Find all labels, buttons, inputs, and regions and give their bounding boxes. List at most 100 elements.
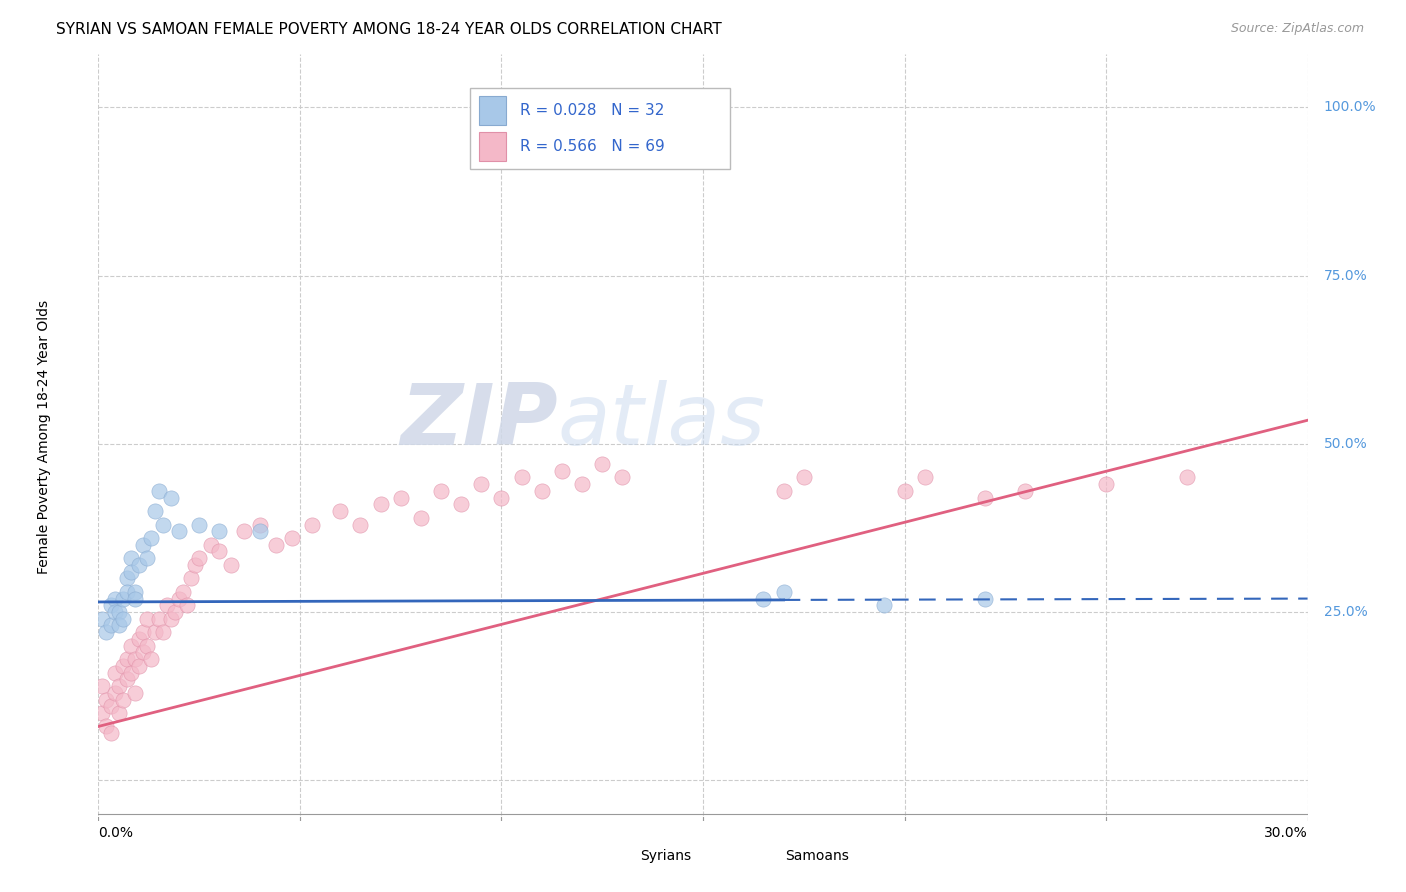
Point [111,692,134,706]
Point [873,599,896,613]
Point [135,639,157,653]
Point [115,571,138,585]
Point [91,706,114,720]
Point [103,605,125,619]
Point [100,699,122,714]
Point [132,645,155,659]
Point [100,599,122,613]
Point [135,612,157,626]
Point [128,658,150,673]
Point [409,511,432,525]
Point [450,497,472,511]
Point [111,612,134,626]
Point [115,652,138,666]
Point [91,612,114,626]
FancyBboxPatch shape [606,844,630,868]
Point [143,504,166,518]
Point [124,591,146,606]
Point [180,571,202,585]
Point [91,679,114,693]
Point [793,470,815,484]
Point [389,491,412,505]
Point [184,558,207,572]
Text: 25.0%: 25.0% [1323,605,1368,619]
Text: 75.0%: 75.0% [1323,268,1368,283]
Point [551,464,574,478]
Text: Female Poverty Among 18-24 Year Olds: Female Poverty Among 18-24 Year Olds [37,300,51,574]
Point [100,618,122,632]
Point [329,504,352,518]
Point [107,706,129,720]
Point [139,652,162,666]
Point [176,599,198,613]
FancyBboxPatch shape [751,844,776,868]
Point [349,517,371,532]
Point [208,524,231,539]
Text: Samoans: Samoans [785,849,849,863]
Point [167,524,190,539]
Point [152,625,174,640]
Point [914,470,936,484]
Text: R = 0.566   N = 69: R = 0.566 N = 69 [520,139,665,153]
Point [612,470,634,484]
Point [200,538,222,552]
Text: R = 0.028   N = 32: R = 0.028 N = 32 [520,103,665,118]
Point [188,551,211,566]
FancyBboxPatch shape [479,95,506,125]
Point [208,544,231,558]
Point [120,665,142,680]
Point [571,477,593,491]
Point [132,538,155,552]
Point [893,483,915,498]
Point [148,483,170,498]
Point [111,591,134,606]
Point [120,551,142,566]
Point [103,686,125,700]
Point [111,658,134,673]
Point [115,673,138,687]
Text: SYRIAN VS SAMOAN FEMALE POVERTY AMONG 18-24 YEAR OLDS CORRELATION CHART: SYRIAN VS SAMOAN FEMALE POVERTY AMONG 18… [56,22,723,37]
Point [530,483,553,498]
Point [96,719,118,733]
Point [1014,483,1036,498]
Point [221,558,243,572]
Point [188,517,211,532]
Point [120,639,142,653]
Point [96,625,118,640]
Point [1175,470,1198,484]
Point [301,517,323,532]
Point [103,591,125,606]
Point [100,726,122,740]
Point [163,605,186,619]
Text: Syrians: Syrians [640,849,692,863]
Point [772,483,794,498]
Point [491,491,513,505]
Point [107,679,129,693]
FancyBboxPatch shape [470,88,730,169]
Text: 0.0%: 0.0% [98,826,134,840]
Text: ZIP: ZIP [401,380,558,463]
Point [172,585,194,599]
Text: 100.0%: 100.0% [1323,101,1376,114]
Point [115,585,138,599]
Point [974,491,997,505]
Point [772,585,794,599]
Point [124,686,146,700]
FancyBboxPatch shape [479,132,506,161]
Point [281,531,304,545]
Point [139,531,162,545]
Point [470,477,492,491]
Text: 30.0%: 30.0% [1264,826,1308,840]
Point [160,612,183,626]
Point [132,625,155,640]
Text: atlas: atlas [558,380,766,463]
Point [430,483,453,498]
Point [96,692,118,706]
Point [128,632,150,646]
Point [249,524,271,539]
Point [167,591,190,606]
Point [591,457,613,471]
Point [107,618,129,632]
Point [1095,477,1118,491]
Point [510,470,533,484]
